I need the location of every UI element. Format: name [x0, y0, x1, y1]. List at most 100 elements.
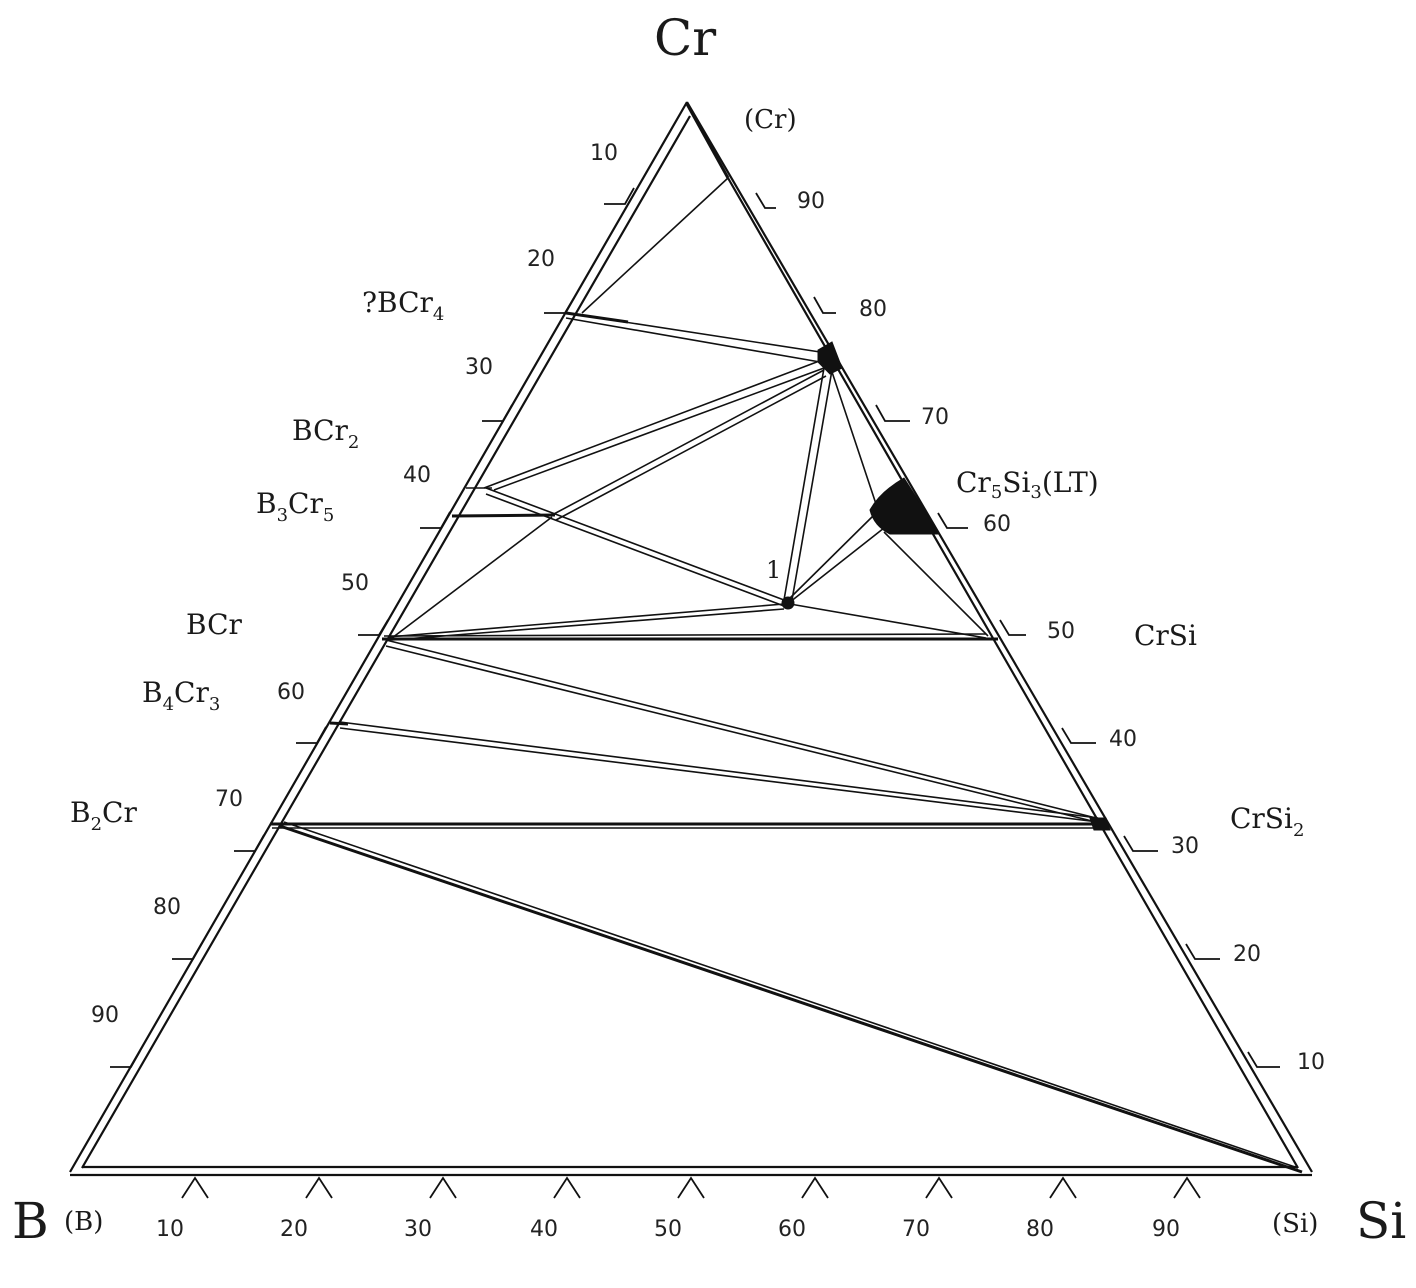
tie-line [329, 721, 349, 726]
left-phase-label: (B) [64, 1207, 103, 1237]
left-tick [604, 187, 635, 205]
right-tick-label: 20 [1233, 942, 1261, 967]
bottom-tick [925, 1176, 953, 1199]
tie-line [385, 639, 1097, 819]
tie-line [565, 317, 821, 363]
right-tick-label: 60 [983, 512, 1011, 537]
bottom-tick [677, 1176, 705, 1199]
right-tick [937, 512, 968, 529]
left-tick-label: 10 [590, 141, 618, 166]
left-tick [544, 297, 575, 314]
tie-line [383, 633, 987, 637]
tie-line [551, 369, 825, 516]
phase-label-crsi2: CrSi2 [1230, 802, 1304, 841]
right-tick [813, 296, 836, 314]
bottom-tick-label: 50 [654, 1217, 682, 1242]
tie-lines [270, 177, 1303, 1174]
right-tick-label: 30 [1171, 834, 1199, 859]
left-tick [296, 726, 327, 744]
right-phase-label: (Si) [1272, 1209, 1318, 1239]
point-1-marker [781, 596, 795, 610]
left-tick [110, 1050, 141, 1068]
tie-line [565, 311, 629, 324]
right-tick [1123, 835, 1158, 852]
corner-label-right: Si [1356, 1192, 1406, 1250]
triangle-frame [69, 101, 1313, 1177]
tie-line [339, 721, 1099, 819]
left-tick [172, 942, 203, 960]
point-1-label: 1 [766, 556, 781, 584]
right-tick-label: 90 [797, 189, 825, 214]
phase-label-crsi: CrSi [1134, 619, 1197, 652]
left-tick-label: 70 [215, 787, 243, 812]
phase-labels: ?BCr4 BCr2 B3Cr5 BCr B4Cr3 B2Cr Cr5Si3(L… [70, 286, 1304, 841]
right-tick-label: 50 [1047, 619, 1075, 644]
phase-label-b3cr5: B3Cr5 [256, 487, 334, 526]
left-tick [234, 834, 265, 852]
tie-line [555, 375, 827, 521]
tie-line [451, 513, 556, 518]
tick-marks [110, 187, 1280, 1199]
top-phase-label: (Cr) [744, 105, 797, 135]
bottom-tick [553, 1176, 581, 1199]
tie-line [283, 821, 1299, 1169]
tie-line [483, 359, 823, 489]
corner-label-top: Cr [654, 9, 716, 67]
tie-line [787, 514, 875, 601]
tick-labels: 10 20 30 40 50 60 70 80 90 90 80 70 60 5… [91, 141, 1325, 1242]
phase-label-bcr: BCr [186, 608, 243, 641]
bottom-tick [1173, 1176, 1201, 1199]
tie-line [493, 367, 825, 491]
right-tick-label: 80 [859, 297, 887, 322]
bottom-tick [305, 1176, 333, 1199]
bottom-tick-label: 80 [1026, 1217, 1054, 1242]
tie-line [883, 531, 989, 637]
tie-line [783, 367, 825, 601]
tie-line [485, 487, 785, 601]
left-tick-label: 60 [277, 680, 305, 705]
left-tick-label: 80 [153, 895, 181, 920]
right-tick [1185, 943, 1220, 960]
tie-line [279, 824, 1303, 1174]
right-tick-label: 40 [1109, 727, 1137, 752]
left-tick-label: 30 [465, 355, 493, 380]
left-tick-label: 40 [403, 463, 431, 488]
tie-line [391, 608, 785, 641]
right-tick [755, 192, 776, 209]
left-edge-outer [69, 101, 688, 1173]
phase-label-bcr2: BCr2 [292, 414, 359, 453]
right-tick-label: 70 [921, 405, 949, 430]
right-tick [875, 404, 910, 422]
phase-label-b4cr3: B4Cr3 [142, 676, 220, 715]
right-tick [1061, 727, 1096, 744]
left-tick-label: 20 [527, 247, 555, 272]
bottom-tick-label: 60 [778, 1217, 806, 1242]
bottom-tick-label: 70 [902, 1217, 930, 1242]
cr-solid-solution-edge [685, 103, 730, 179]
right-tick-label: 10 [1297, 1050, 1325, 1075]
tie-line [485, 493, 785, 607]
corner-label-left: B [12, 1192, 49, 1250]
tie-line [387, 603, 785, 638]
cr5si3-region [869, 477, 939, 535]
left-tick [358, 619, 389, 636]
left-tick [420, 511, 451, 529]
bottom-tick-label: 40 [530, 1217, 558, 1242]
tie-line [339, 727, 1099, 823]
bottom-tick [801, 1176, 829, 1199]
right-tick [1247, 1051, 1280, 1068]
right-tick [999, 619, 1026, 636]
bottom-tick-label: 10 [156, 1217, 184, 1242]
cr3si-region [817, 341, 843, 375]
left-tick-label: 90 [91, 1003, 119, 1028]
tie-line [789, 603, 987, 639]
bottom-tick [181, 1176, 209, 1199]
phase-label-b2cr: B2Cr [70, 796, 137, 835]
right-edge-outer [686, 101, 1313, 1173]
tie-line [385, 645, 1097, 823]
tie-line [581, 177, 729, 314]
phase-label-bcr4: ?BCr4 [362, 286, 444, 325]
bottom-tick-label: 20 [280, 1217, 308, 1242]
crsi2-marker [1089, 817, 1111, 831]
